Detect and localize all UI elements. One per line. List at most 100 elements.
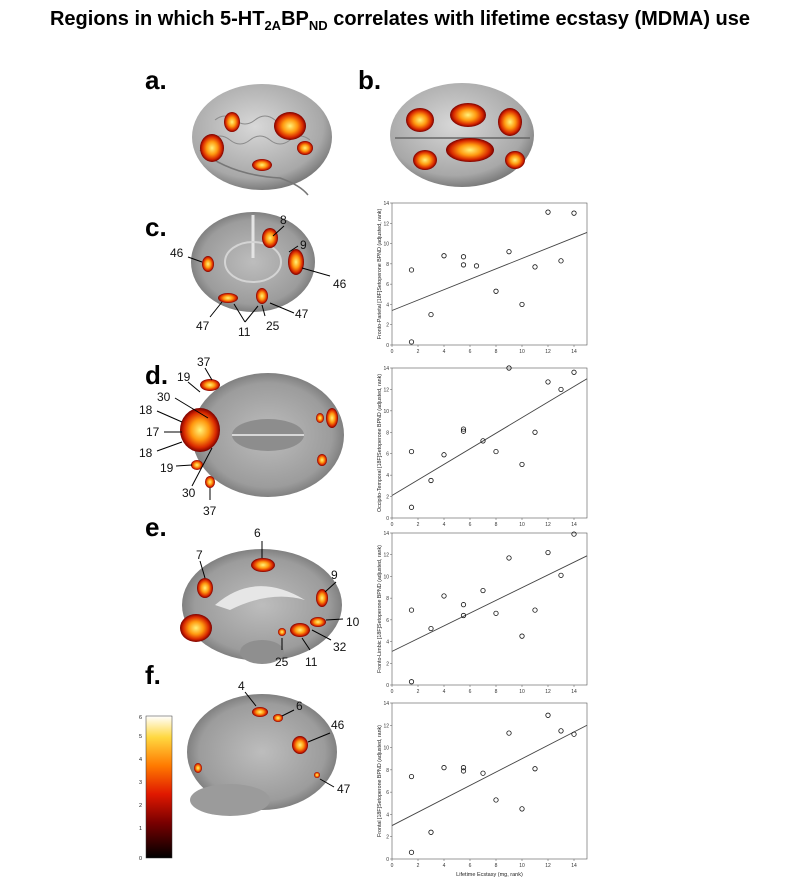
data-point [428, 625, 434, 632]
data-point [519, 301, 525, 308]
x-tick-label: 12 [545, 689, 551, 695]
annot-e-10: 10 [346, 615, 360, 629]
x-tick-label: 0 [391, 349, 394, 355]
data-point [473, 263, 480, 269]
annot-e-11: 11 [305, 655, 318, 669]
colorbar-tick-3: 3 [139, 780, 142, 786]
data-point [460, 426, 467, 432]
data-point [408, 849, 415, 855]
data-point [506, 249, 512, 255]
annot-e-32: 32 [333, 640, 347, 654]
regression-line [391, 231, 588, 311]
y-tick-label: 4 [386, 640, 389, 646]
annot-d-18-bottom: 18 [139, 446, 153, 460]
y-tick-label: 14 [383, 366, 389, 372]
title-mid: BP [281, 8, 309, 30]
x-tick-label: 6 [469, 349, 472, 355]
annotations-d: 37 19 18 30 17 18 19 30 37 [139, 355, 217, 518]
data-point [441, 765, 447, 771]
y-tick-label: 12 [383, 723, 389, 729]
x-tick-label: 10 [519, 349, 525, 355]
y-axis-label: Fronto-Limbic [18F]Setoperone BPND (adju… [377, 545, 383, 673]
data-point [460, 254, 467, 260]
colorbar-tick-1: 1 [139, 826, 142, 832]
data-point [441, 452, 447, 458]
data-point [506, 730, 512, 736]
annot-e-7: 7 [196, 548, 203, 562]
y-axis-label: Frontal [18F]Setoperone BPND (adjusted, … [377, 725, 383, 837]
colorbar: 0 1 2 3 4 5 6 [139, 715, 173, 862]
annot-c-11: 11 [238, 325, 251, 339]
annot-c-46-left: 46 [170, 246, 184, 260]
data-point [519, 806, 525, 812]
data-point [441, 253, 447, 259]
data-point [493, 288, 499, 294]
data-point [571, 210, 577, 216]
regression-line [391, 555, 588, 652]
x-tick-label: 14 [571, 689, 577, 695]
data-point [408, 504, 415, 510]
y-tick-label: 8 [386, 430, 389, 436]
panel-label-c: c. [145, 212, 167, 242]
annotations-c: 8 9 46 46 47 11 25 47 [170, 213, 347, 339]
x-tick-label: 4 [443, 689, 446, 695]
brain-slice-sagittal-lateral [187, 694, 337, 816]
panel-label-a: a. [145, 65, 167, 95]
data-point [532, 607, 538, 613]
y-tick-label: 14 [383, 201, 389, 207]
y-tick-label: 6 [386, 282, 389, 288]
x-tick-label: 10 [519, 689, 525, 695]
annot-e-9: 9 [331, 568, 338, 582]
x-tick-label: 6 [469, 863, 472, 869]
data-point [545, 379, 551, 385]
brain-slice-axial [180, 373, 344, 497]
annot-d-30-top: 30 [157, 390, 171, 404]
data-point [460, 768, 467, 774]
data-point [519, 461, 525, 468]
regression-line [391, 724, 588, 826]
brain-render-lateral [192, 84, 332, 196]
annot-d-37-bottom: 37 [203, 504, 217, 518]
annot-d-30-bottom: 30 [182, 486, 196, 500]
panel-label-f: f. [145, 660, 161, 690]
y-tick-label: 0 [386, 516, 389, 522]
data-point [441, 593, 447, 599]
y-tick-label: 12 [383, 221, 389, 227]
data-point [408, 339, 415, 345]
x-tick-label: 6 [469, 522, 472, 528]
x-tick-label: 0 [391, 522, 394, 528]
data-point [480, 587, 486, 594]
title-prefix: Regions in which 5-HT [49, 8, 265, 30]
x-tick-label: 2 [417, 689, 420, 695]
data-point [460, 428, 467, 434]
annot-e-6: 6 [254, 526, 261, 540]
y-tick-label: 4 [386, 302, 389, 308]
data-point [571, 731, 577, 737]
x-tick-label: 2 [417, 863, 420, 869]
annot-c-47-left: 47 [196, 319, 210, 333]
y-tick-label: 2 [386, 661, 389, 667]
x-tick-label: 14 [571, 522, 577, 528]
data-point [558, 728, 564, 734]
annot-d-19-bottom: 19 [160, 461, 174, 475]
annot-c-9: 9 [300, 238, 307, 252]
data-point [408, 679, 415, 685]
panel-label-d: d. [145, 360, 169, 390]
x-tick-label: 12 [545, 863, 551, 869]
plot-frame [391, 532, 588, 686]
scatter-plot-1: 0 2 4 6 8 10 12 1402468101214Occipito-Temporal … [377, 365, 588, 528]
data-point [460, 612, 467, 619]
x-tick-label: 12 [545, 349, 551, 355]
data-point [408, 448, 415, 455]
brain-slice-coronal [191, 212, 315, 312]
brain-render-ventral [390, 83, 534, 187]
colorbar-tick-2: 2 [139, 803, 142, 809]
data-point [532, 429, 538, 435]
annot-f-6: 6 [296, 699, 303, 713]
x-tick-label: 8 [495, 863, 498, 869]
y-tick-label: 0 [386, 857, 389, 863]
title-sub2: ND [308, 18, 328, 33]
y-tick-label: 0 [386, 683, 389, 689]
data-point [506, 555, 512, 561]
